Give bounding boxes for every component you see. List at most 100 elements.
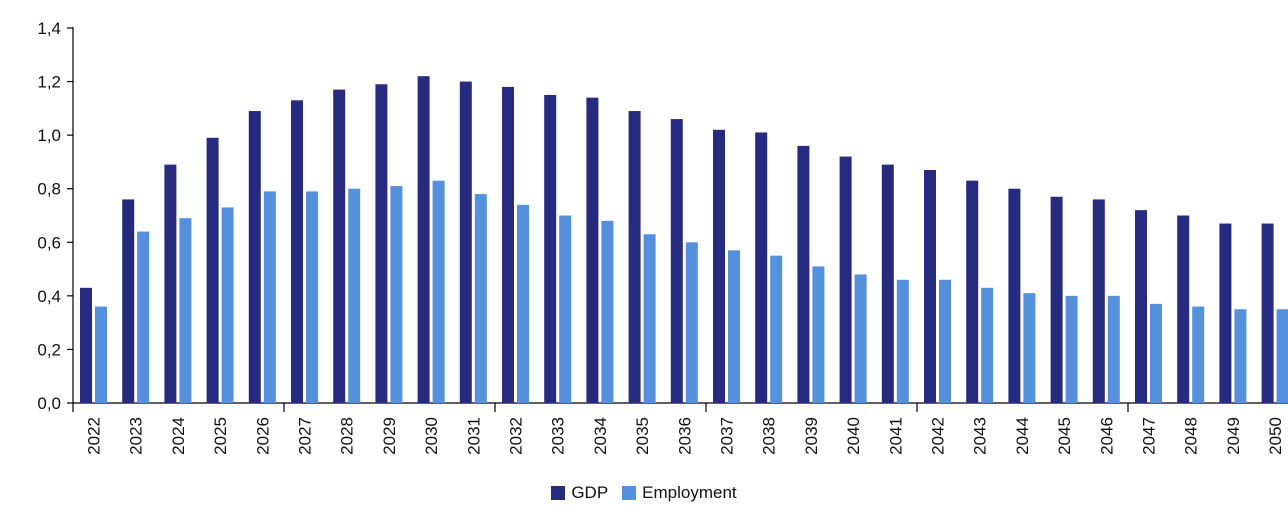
bar-gdp-2039 bbox=[797, 145, 810, 404]
bar-employment-2044 bbox=[1023, 293, 1036, 403]
bar-gdp-2041 bbox=[881, 164, 894, 403]
bar-gdp-2036 bbox=[670, 119, 683, 403]
x-tick-label: 2024 bbox=[169, 417, 188, 455]
bar-employment-2049 bbox=[1234, 309, 1247, 403]
bar-gdp-2026 bbox=[248, 111, 261, 403]
bar-gdp-2037 bbox=[713, 129, 725, 404]
y-tick-label: 1,2 bbox=[37, 73, 61, 92]
bar-gdp-2023 bbox=[122, 199, 135, 403]
bar-employment-2037 bbox=[728, 250, 740, 403]
x-tick-label: 2039 bbox=[802, 417, 821, 455]
y-tick-label: 0,4 bbox=[37, 287, 61, 306]
x-tick-label: 2025 bbox=[211, 417, 230, 455]
bar-employment-2047 bbox=[1150, 303, 1162, 403]
y-tick-label: 1,0 bbox=[37, 126, 61, 145]
x-tick-label: 2048 bbox=[1182, 417, 1201, 455]
x-tick-label: 2026 bbox=[253, 417, 272, 455]
bar-employment-2038 bbox=[770, 255, 783, 403]
bar-employment-2046 bbox=[1107, 295, 1120, 403]
y-tick-label: 1,4 bbox=[37, 19, 61, 38]
bar-gdp-2043 bbox=[966, 180, 979, 403]
x-tick-label: 2022 bbox=[85, 417, 104, 455]
bar-employment-2026 bbox=[263, 191, 276, 403]
x-tick-label: 2050 bbox=[1266, 417, 1285, 455]
x-tick-label: 2034 bbox=[591, 417, 610, 455]
bar-employment-2023 bbox=[137, 231, 150, 403]
bars bbox=[80, 76, 1288, 404]
bar-gdp-2033 bbox=[544, 94, 557, 404]
legend-item-gdp: GDP bbox=[551, 483, 608, 503]
bar-gdp-2025 bbox=[206, 137, 219, 403]
x-tick-label: 2045 bbox=[1055, 417, 1074, 455]
x-tick-label: 2047 bbox=[1140, 417, 1159, 455]
bar-gdp-2042 bbox=[924, 169, 936, 403]
bar-employment-2031 bbox=[474, 194, 487, 403]
x-tick-label: 2027 bbox=[296, 417, 315, 455]
bar-gdp-2022 bbox=[80, 287, 92, 403]
bar-employment-2024 bbox=[179, 218, 192, 403]
bar-employment-2040 bbox=[854, 274, 867, 403]
x-tick-label: 2041 bbox=[886, 417, 905, 455]
x-tick-label: 2043 bbox=[971, 417, 990, 455]
bar-employment-2050 bbox=[1276, 309, 1288, 403]
bar-employment-2039 bbox=[812, 266, 825, 403]
x-tick-label: 2046 bbox=[1097, 417, 1116, 455]
x-tick-label: 2040 bbox=[844, 417, 863, 455]
bar-employment-2036 bbox=[685, 242, 698, 403]
x-tick-label: 2049 bbox=[1224, 417, 1243, 455]
x-axis: 2022 2023 2024 2025 2026 2027 2028 2029 2030 2031… bbox=[72, 402, 1288, 455]
x-tick-label: 2030 bbox=[422, 417, 441, 455]
bar-gdp-2031 bbox=[459, 81, 472, 403]
bar-employment-2045 bbox=[1065, 295, 1078, 403]
x-tick-label: 2031 bbox=[464, 417, 483, 455]
x-tick-label: 2028 bbox=[338, 417, 357, 455]
x-tick-label: 2036 bbox=[675, 417, 694, 455]
y-tick-label: 0,8 bbox=[37, 180, 61, 199]
bar-gdp-2047 bbox=[1135, 210, 1147, 403]
legend-label-gdp: GDP bbox=[571, 483, 609, 502]
bar-chart: 0,00,20,40,60,81,01,21,4 2022 2023 2024 202… bbox=[37, 19, 1288, 455]
bar-gdp-2049 bbox=[1219, 223, 1232, 403]
x-tick-label: 2038 bbox=[760, 417, 779, 455]
bar-gdp-2034 bbox=[586, 97, 599, 403]
bar-gdp-2038 bbox=[755, 132, 768, 403]
bar-gdp-2024 bbox=[164, 164, 177, 403]
bar-employment-2035 bbox=[643, 234, 656, 403]
bar-gdp-2030 bbox=[417, 76, 430, 404]
bar-employment-2042 bbox=[939, 279, 951, 403]
y-tick-label: 0,6 bbox=[37, 233, 61, 252]
bar-employment-2030 bbox=[432, 180, 445, 403]
x-tick-label: 2033 bbox=[549, 417, 568, 455]
x-tick-label: 2032 bbox=[507, 417, 526, 455]
bar-employment-2034 bbox=[601, 220, 614, 403]
y-axis: 0,0 0,2 0,4 0,6 0,8 1,0 1,2 1,4 bbox=[37, 19, 74, 413]
bar-gdp-2048 bbox=[1177, 215, 1190, 403]
bar-gdp-2050 bbox=[1261, 223, 1274, 403]
x-tick-label: 2044 bbox=[1013, 417, 1032, 455]
bar-employment-2048 bbox=[1192, 306, 1205, 403]
bar-employment-2028 bbox=[348, 188, 361, 403]
bar-gdp-2029 bbox=[375, 84, 388, 403]
legend: GDP Employment bbox=[0, 482, 1288, 504]
x-tick-label: 2042 bbox=[929, 417, 948, 455]
bar-employment-2032 bbox=[517, 204, 529, 403]
bar-employment-2041 bbox=[896, 279, 909, 403]
bar-gdp-2045 bbox=[1050, 196, 1063, 403]
bar-gdp-2046 bbox=[1092, 199, 1105, 403]
bar-employment-2029 bbox=[390, 186, 403, 403]
bar-employment-2043 bbox=[981, 287, 994, 403]
bar-employment-2033 bbox=[559, 215, 572, 403]
x-tick-label: 2035 bbox=[633, 417, 652, 455]
bar-employment-2022 bbox=[95, 306, 107, 403]
bar-gdp-2032 bbox=[502, 86, 514, 404]
y-tick-label: 0,0 bbox=[37, 394, 61, 413]
bar-employment-2025 bbox=[221, 207, 234, 403]
legend-swatch-employment bbox=[622, 486, 637, 500]
legend-swatch-gdp bbox=[551, 486, 566, 500]
bar-employment-2027 bbox=[306, 191, 318, 403]
x-tick-label: 2023 bbox=[127, 417, 146, 455]
legend-item-employment: Employment bbox=[622, 483, 737, 503]
x-tick-label: 2037 bbox=[718, 417, 737, 455]
bar-gdp-2044 bbox=[1008, 188, 1021, 403]
